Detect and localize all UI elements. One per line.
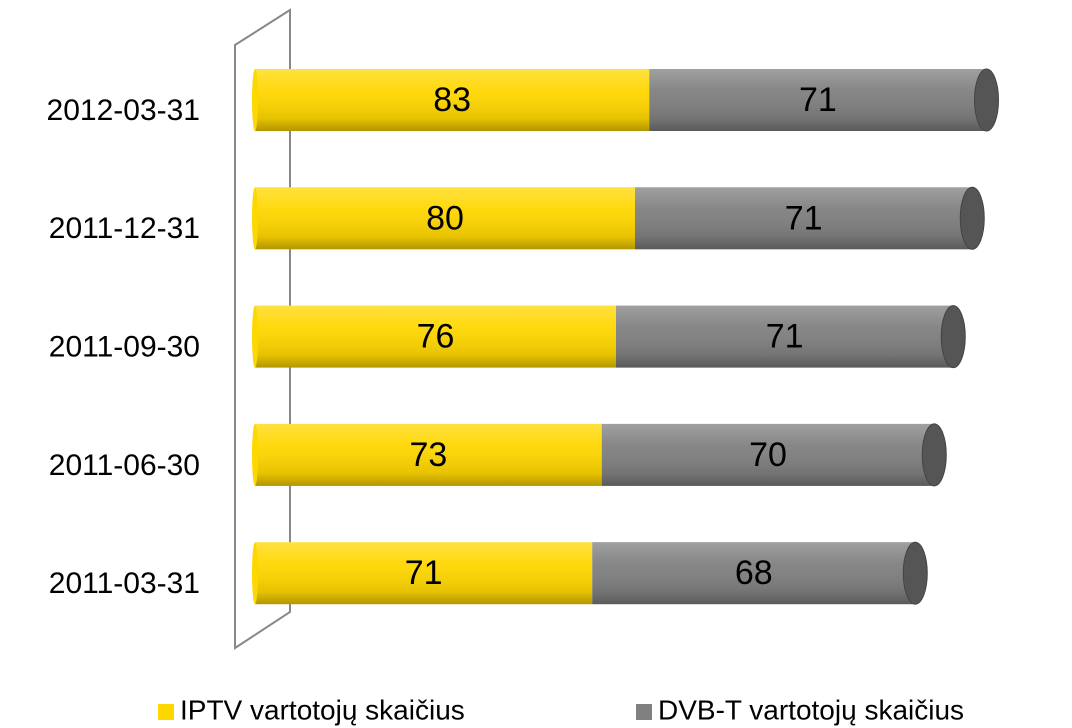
y-tick-label: 2012-03-31 — [47, 94, 200, 127]
data-label: 83 — [433, 81, 471, 119]
bar-start — [252, 542, 258, 605]
bar-cap — [940, 305, 966, 369]
back-wall — [234, 8, 291, 650]
y-tick-label: 2011-09-30 — [49, 331, 200, 364]
bar-shade — [255, 69, 650, 131]
legend-swatch — [636, 704, 652, 720]
legend-label: IPTV vartotojų skaičius — [180, 694, 465, 725]
data-label: 71 — [785, 199, 823, 237]
data-label: 71 — [405, 554, 443, 592]
data-label: 71 — [799, 81, 837, 119]
bar-shade — [255, 423, 602, 486]
bar-shade — [255, 542, 593, 605]
bar-shade — [601, 423, 935, 486]
data-label: 80 — [426, 199, 464, 237]
data-label: 73 — [409, 436, 447, 474]
legend-swatch — [158, 704, 174, 720]
bar-cap — [902, 541, 928, 605]
bar-start — [252, 423, 258, 486]
bar-start — [252, 187, 258, 250]
bar-shade — [616, 305, 954, 368]
data-label: 68 — [735, 554, 773, 592]
bar-cap — [959, 186, 985, 250]
bar-cap — [921, 423, 947, 487]
legend-label: DVB-T vartotojų skaičius — [658, 694, 964, 725]
bar-start — [252, 69, 258, 131]
bar-shade — [255, 187, 635, 250]
bar-shade — [255, 305, 616, 368]
bar-shade — [649, 69, 987, 131]
data-label: 76 — [417, 318, 455, 356]
data-label: 70 — [749, 436, 787, 474]
bar-shade — [592, 542, 916, 605]
bar-cap — [974, 68, 999, 132]
y-tick-label: 2011-03-31 — [49, 567, 200, 600]
bar-shade — [635, 187, 973, 250]
bar-start — [252, 305, 258, 368]
data-label: 71 — [766, 318, 804, 356]
y-tick-label: 2011-06-30 — [49, 449, 200, 482]
y-tick-label: 2011-12-31 — [49, 212, 200, 245]
